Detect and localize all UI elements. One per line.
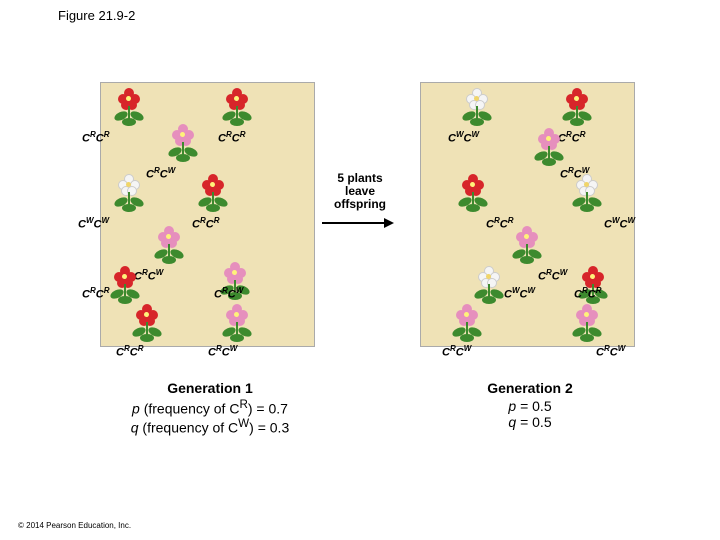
gen1-q: q (frequency of CW) = 0.3: [90, 417, 330, 436]
genotype-label: CWCW: [504, 286, 535, 301]
arrow-head: [384, 218, 394, 228]
figure-label: Figure 21.9-2: [58, 8, 135, 23]
gen2-title: Generation 2: [410, 380, 650, 396]
genotype-label: CRCR: [82, 130, 109, 145]
genotype-label: CRCR: [574, 286, 601, 301]
gen1-p: p (frequency of CR) = 0.7: [90, 398, 330, 417]
genotype-label: CRCW: [214, 286, 243, 301]
flower-red: [220, 88, 254, 128]
flower-white: [570, 174, 604, 214]
flower-white: [460, 88, 494, 128]
flower-red: [456, 174, 490, 214]
genotype-label: CRCR: [218, 130, 245, 145]
flower-pink: [166, 124, 200, 164]
gen2-p: p = 0.5: [410, 398, 650, 414]
flower-red: [108, 266, 142, 306]
copyright: © 2014 Pearson Education, Inc.: [18, 521, 131, 530]
gen1-title: Generation 1: [90, 380, 330, 396]
flower-pink: [220, 304, 254, 344]
flower-pink: [450, 304, 484, 344]
gen1-caption: Generation 1 p (frequency of CR) = 0.7 q…: [90, 380, 330, 435]
genotype-label: CRCR: [192, 216, 219, 231]
genotype-label: CWCW: [78, 216, 109, 231]
genotype-label: CWCW: [448, 130, 479, 145]
flower-white: [472, 266, 506, 306]
gen2-caption: Generation 2 p = 0.5 q = 0.5: [410, 380, 650, 430]
genotype-label: CRCW: [146, 166, 175, 181]
flower-pink: [532, 128, 566, 168]
gen2-q: q = 0.5: [410, 414, 650, 430]
flower-pink: [152, 226, 186, 266]
genotype-label: CRCW: [538, 268, 567, 283]
arrow-shaft: [322, 222, 386, 224]
genotype-label: CRCR: [116, 344, 143, 359]
genotype-label: CRCW: [442, 344, 471, 359]
genotype-label: CRCW: [596, 344, 625, 359]
flower-red: [196, 174, 230, 214]
flower-red: [130, 304, 164, 344]
flower-white: [112, 174, 146, 214]
flower-pink: [510, 226, 544, 266]
flower-red: [560, 88, 594, 128]
flower-red: [112, 88, 146, 128]
genotype-label: CWCW: [604, 216, 635, 231]
flower-pink: [570, 304, 604, 344]
transition-text: 5 plantsleaveoffspring: [320, 172, 400, 212]
genotype-label: CRCR: [82, 286, 109, 301]
genotype-label: CRCW: [208, 344, 237, 359]
